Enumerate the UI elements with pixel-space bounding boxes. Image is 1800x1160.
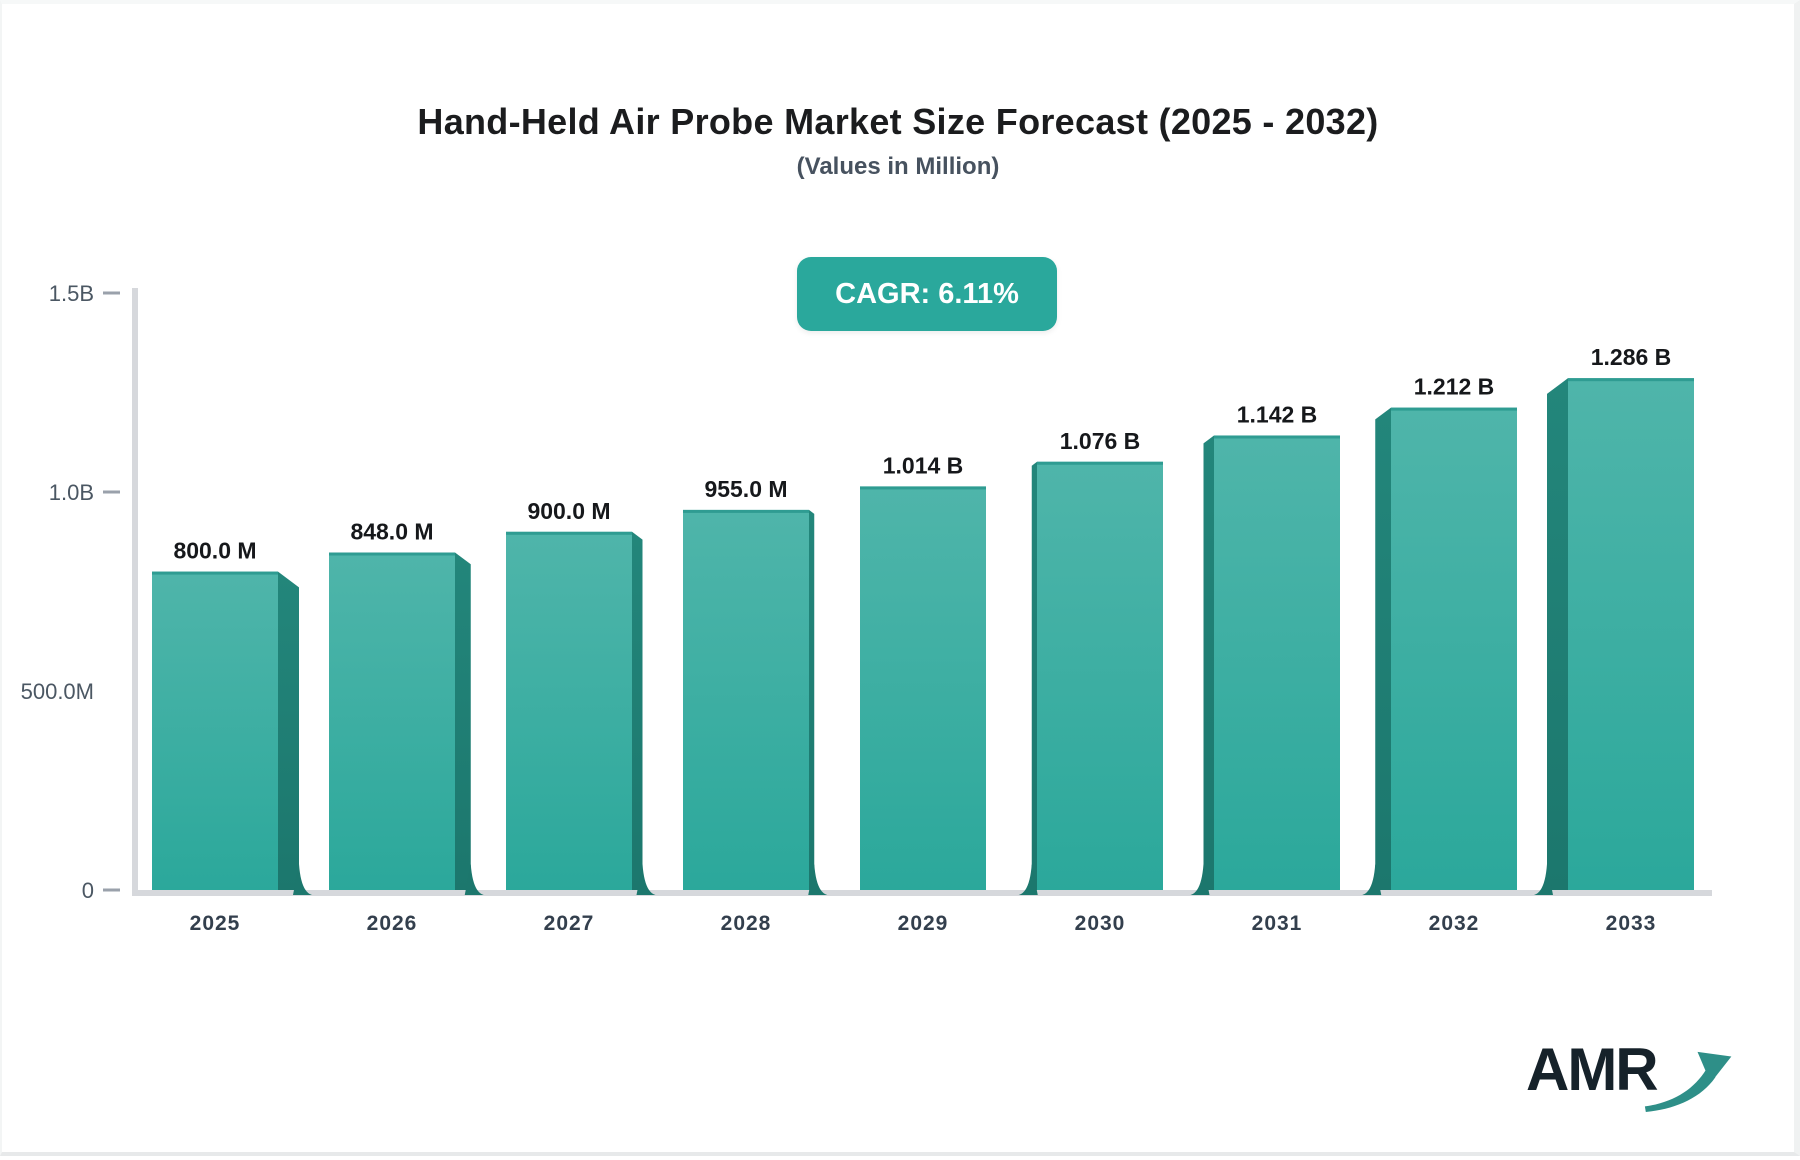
bar-side-face xyxy=(632,531,643,890)
bar-value-label: 1.014 B xyxy=(883,452,964,478)
amr-logo-text: AMR xyxy=(1526,1036,1659,1103)
bar-side-foot xyxy=(1362,864,1382,895)
bar-top-edge xyxy=(1214,435,1340,439)
bar-side-face xyxy=(1547,378,1568,890)
bar-side-foot xyxy=(636,864,656,895)
chart-subtitle: (Values in Million) xyxy=(796,153,1000,180)
bar-front-face[interactable] xyxy=(683,509,809,890)
bar-side-foot xyxy=(1190,864,1210,895)
bar-front-face[interactable] xyxy=(329,552,455,890)
bar-front-face[interactable] xyxy=(152,571,278,890)
x-axis-line xyxy=(132,890,1712,896)
x-axis-label: 2033 xyxy=(1606,912,1657,935)
x-axis-label: 2028 xyxy=(721,912,772,935)
bar-top-edge xyxy=(1391,407,1517,411)
bar-side-foot xyxy=(1534,864,1553,895)
y-axis-label: 1.5B xyxy=(49,281,94,306)
y-tick-dash xyxy=(103,490,120,494)
bar-front-face[interactable] xyxy=(506,531,632,890)
bar-2026[interactable]: 848.0 M 2026 xyxy=(329,518,484,935)
bar-top-edge xyxy=(152,571,278,575)
bar-side-face xyxy=(1203,435,1214,890)
bar-front-face[interactable] xyxy=(860,486,986,890)
bar-side-foot xyxy=(808,864,828,895)
bar-side-foot xyxy=(293,864,312,895)
y-tick-dash xyxy=(103,888,120,892)
bar-2033[interactable]: 1.286 B 2033 xyxy=(1534,344,1694,935)
x-axis-label: 2031 xyxy=(1252,912,1303,935)
bar-value-label: 1.212 B xyxy=(1414,374,1495,400)
x-axis-label: 2027 xyxy=(544,912,595,935)
bar-top-edge xyxy=(329,552,455,556)
bar-value-label: 848.0 M xyxy=(350,518,433,544)
y-axis-line xyxy=(132,288,138,896)
bar-2031[interactable]: 1.142 B 2031 xyxy=(1190,401,1341,935)
x-axis-label: 2025 xyxy=(190,912,241,935)
bar-top-edge xyxy=(506,531,632,535)
bar-value-label: 800.0 M xyxy=(173,538,256,564)
x-axis-label: 2032 xyxy=(1429,912,1480,935)
bar-top-edge xyxy=(860,486,986,490)
growth-arrow-icon xyxy=(1644,1051,1732,1113)
bar-2032[interactable]: 1.212 B 2032 xyxy=(1362,374,1517,935)
y-axis-label: 0 xyxy=(82,878,94,903)
bar-side-face xyxy=(278,571,299,890)
bar-value-label: 1.142 B xyxy=(1237,401,1318,427)
bar-2029[interactable]: 1.014 B 2029 xyxy=(860,452,986,935)
axis-layer: 1.5B 1.0B 500.0M 0 xyxy=(21,281,1712,903)
x-axis-label: 2029 xyxy=(898,912,949,935)
bar-2027[interactable]: 900.0 M 2027 xyxy=(506,498,656,935)
bar-value-label: 900.0 M xyxy=(527,498,610,524)
bar-side-foot xyxy=(1018,864,1038,895)
y-axis-label: 1.0B xyxy=(49,480,94,505)
bar-side-face xyxy=(455,552,471,890)
amr-logo: AMR xyxy=(1526,1038,1737,1116)
market-forecast-bar-chart: 1.5B 1.0B 500.0M 0 800.0 M 2025 848.0 M 2026 90… xyxy=(21,281,1712,935)
bar-front-face[interactable] xyxy=(1214,435,1340,890)
x-axis-label: 2026 xyxy=(367,912,418,935)
bars-layer: 800.0 M 2025 848.0 M 2026 900.0 M 2027 955.0 M… xyxy=(152,344,1694,935)
bar-2028[interactable]: 955.0 M 2028 xyxy=(683,476,828,935)
bar-top-edge xyxy=(1037,461,1163,465)
cagr-badge: CAGR: 6.11% xyxy=(797,257,1057,331)
bar-side-foot xyxy=(464,864,484,895)
bar-2025[interactable]: 800.0 M 2025 xyxy=(152,538,312,935)
bar-side-face xyxy=(1031,461,1037,890)
bar-value-label: 955.0 M xyxy=(704,476,787,502)
y-axis-label: 500.0M xyxy=(21,679,94,704)
bar-value-label: 1.076 B xyxy=(1060,428,1141,454)
bar-value-label: 1.286 B xyxy=(1591,344,1672,370)
bar-side-face xyxy=(809,509,815,890)
bar-front-face[interactable] xyxy=(1037,461,1163,890)
bar-top-edge xyxy=(683,509,809,513)
bar-top-edge xyxy=(1568,378,1694,382)
bar-2030[interactable]: 1.076 B 2030 xyxy=(1018,428,1163,935)
chart-title: Hand-Held Air Probe Market Size Forecast… xyxy=(417,101,1379,142)
bar-front-face[interactable] xyxy=(1391,407,1517,890)
bar-side-face xyxy=(1375,407,1391,890)
bar-front-face[interactable] xyxy=(1568,378,1694,890)
y-tick-dash xyxy=(103,291,120,295)
x-axis-label: 2030 xyxy=(1075,912,1126,935)
